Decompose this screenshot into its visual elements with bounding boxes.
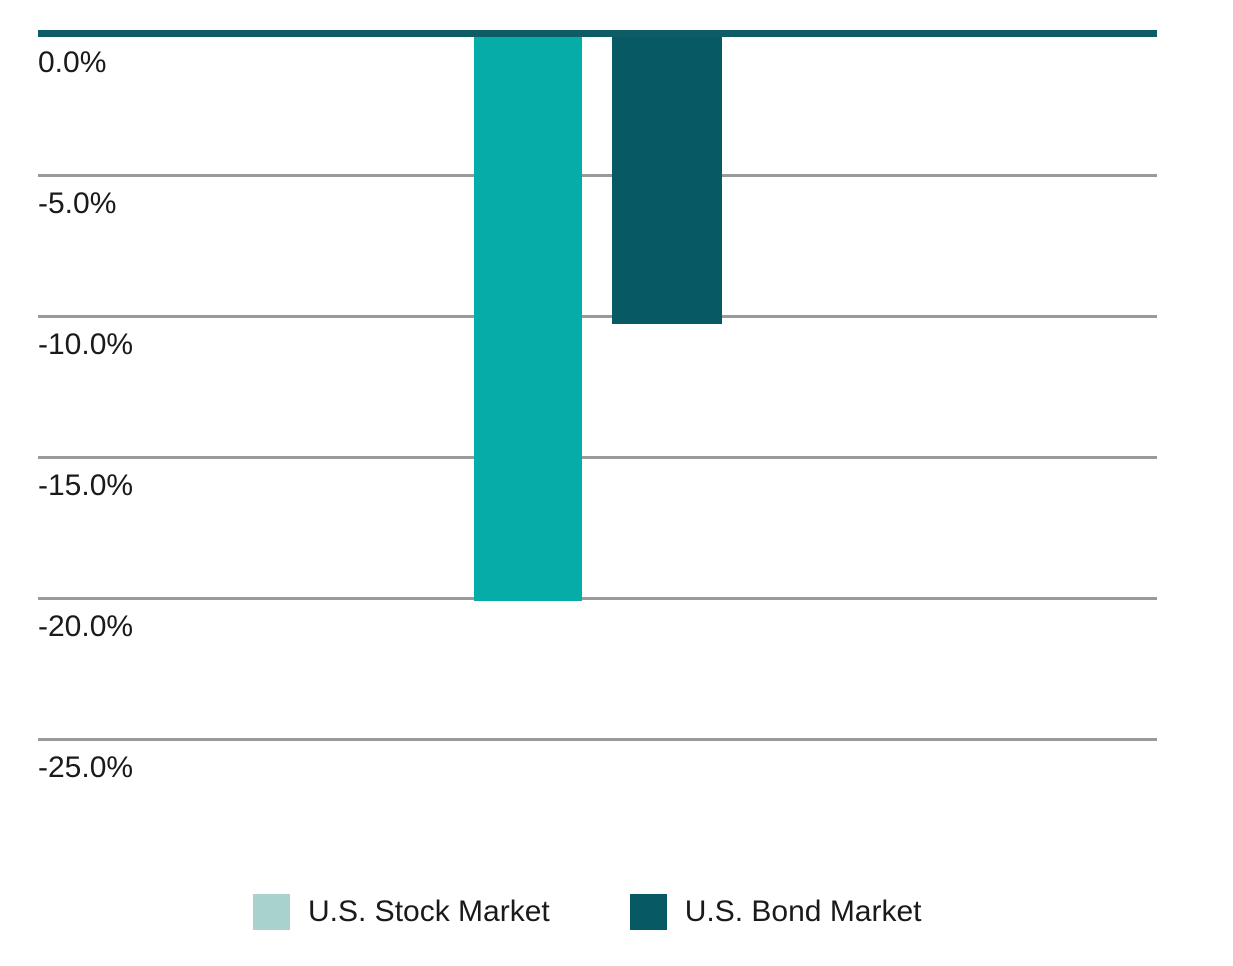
plot-area: 0.0% -5.0% -10.0% -15.0% -20.0% -25.0% (38, 30, 1157, 784)
bar-us-bond-market (611, 34, 722, 325)
legend-item-us-bond-market: U.S. Bond Market (629, 894, 922, 930)
legend-swatch-us-bond-market (629, 894, 667, 930)
y-tick-label: -15.0% (38, 469, 134, 502)
legend-label: U.S. Stock Market (308, 895, 550, 928)
legend: U.S. Stock Market U.S. Bond Market (253, 894, 922, 930)
gridline (38, 173, 1157, 177)
gridline (38, 455, 1157, 459)
zero-axis-line (38, 30, 1157, 37)
bars-layer (38, 34, 1157, 739)
legend-item-us-stock-market: U.S. Stock Market (253, 894, 550, 930)
y-tick-label: -25.0% (38, 751, 134, 784)
y-tick-label: -20.0% (38, 610, 134, 643)
gridline (38, 596, 1157, 600)
gridline (38, 314, 1157, 318)
y-tick-label: -10.0% (38, 328, 134, 361)
grid-layer: 0.0% -5.0% -10.0% -15.0% -20.0% -25.0% (38, 34, 1157, 784)
y-tick-label: 0.0% (38, 46, 107, 79)
bar-us-stock-market (473, 34, 582, 601)
y-tick-label: -5.0% (38, 187, 117, 220)
gridline (38, 737, 1157, 741)
legend-label: U.S. Bond Market (684, 895, 922, 928)
legend-swatch-us-stock-market (253, 894, 290, 930)
